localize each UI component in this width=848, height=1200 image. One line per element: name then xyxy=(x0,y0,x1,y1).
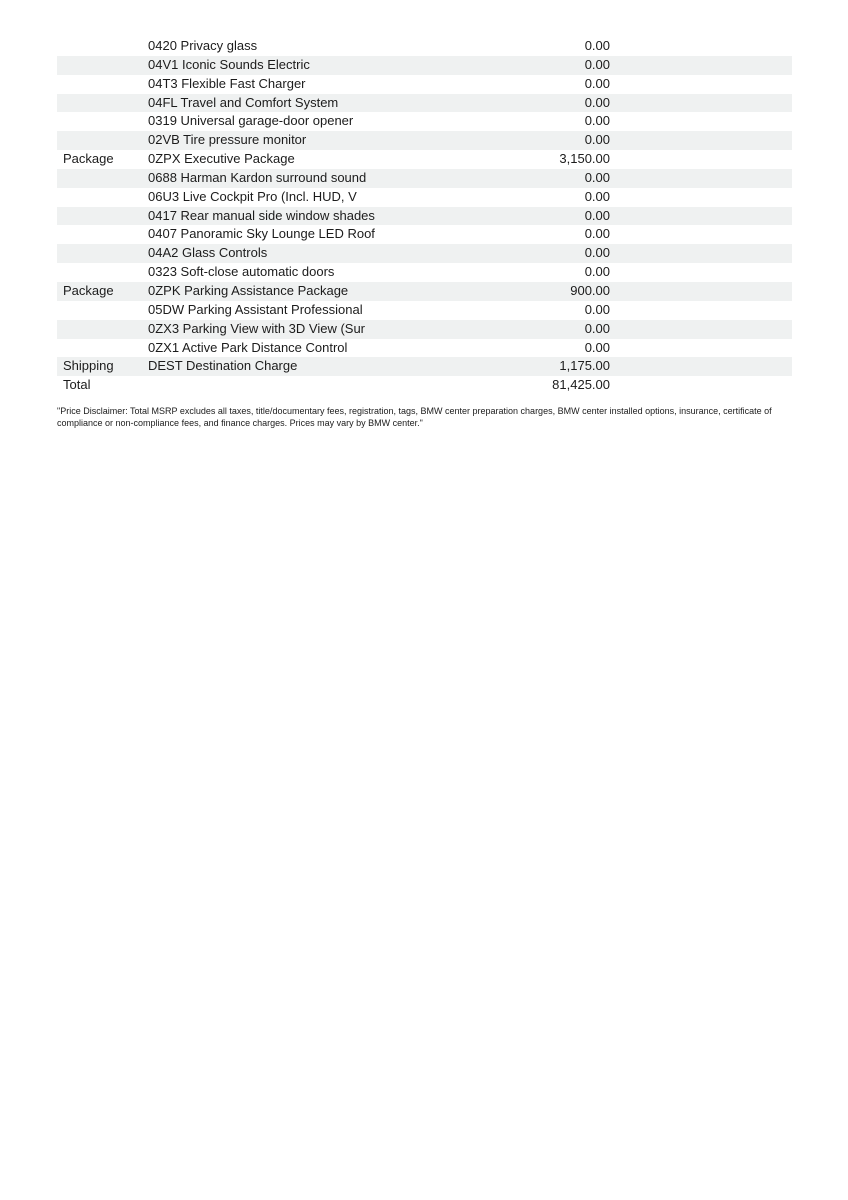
item-cell xyxy=(148,376,468,395)
category-cell xyxy=(57,320,148,339)
category-cell xyxy=(57,94,148,113)
item-cell: 05DW Parking Assistant Professional xyxy=(148,301,363,317)
table-row: 0407 Panoramic Sky Lounge LED Roof 0.00 xyxy=(57,225,792,244)
category-cell xyxy=(57,225,148,244)
category-cell xyxy=(57,112,148,131)
price-cell: 0.00 xyxy=(584,207,610,223)
price-cell: 900.00 xyxy=(570,282,610,298)
category-cell: Package xyxy=(63,282,114,298)
price-cell: 0.00 xyxy=(584,75,610,91)
table-row: 0420 Privacy glass 0.00 xyxy=(57,37,792,56)
price-cell: 0.00 xyxy=(584,264,610,280)
item-cell: 0417 Rear manual side window shades xyxy=(148,207,375,223)
price-cell: 0.00 xyxy=(584,56,610,72)
category-cell xyxy=(57,75,148,94)
table-row: Package 0ZPX Executive Package 3,150.00 xyxy=(57,150,792,169)
table-row: Shipping DEST Destination Charge 1,175.00 xyxy=(57,357,792,377)
price-cell: 0.00 xyxy=(584,132,610,148)
item-cell: 04A2 Glass Controls xyxy=(148,245,268,261)
item-cell: 0ZPX Executive Package xyxy=(148,151,295,167)
category-cell: Shipping xyxy=(63,358,114,374)
price-cell: 0.00 xyxy=(584,226,610,242)
item-cell: 0407 Panoramic Sky Lounge LED Roof xyxy=(148,226,375,242)
price-cell: 0.00 xyxy=(584,301,610,317)
item-cell: 0688 Harman Kardon surround sound xyxy=(148,169,367,185)
category-cell xyxy=(57,131,148,150)
category-cell xyxy=(57,188,148,207)
item-cell: 0420 Privacy glass xyxy=(148,38,258,53)
item-cell: DEST Destination Charge xyxy=(148,358,298,374)
item-cell: 0ZX3 Parking View with 3D View (Sur xyxy=(148,320,366,336)
table-row: Total 81,425.00 xyxy=(57,376,792,395)
table-row: 02VB Tire pressure monitor 0.00 xyxy=(57,131,792,151)
table-row: 05DW Parking Assistant Professional 0.00 xyxy=(57,301,792,320)
price-cell: 0.00 xyxy=(584,320,610,336)
item-cell: 04T3 Flexible Fast Charger xyxy=(148,75,306,91)
price-cell: 0.00 xyxy=(584,94,610,110)
table-row: 04V1 Iconic Sounds Electric 0.00 xyxy=(57,55,792,75)
category-cell: Package xyxy=(63,151,114,167)
price-cell: 0.00 xyxy=(584,188,610,204)
table-row: 04A2 Glass Controls 0.00 xyxy=(57,244,792,264)
price-disclaimer-text: "Price Disclaimer: Total MSRP excludes a… xyxy=(57,406,772,428)
category-cell xyxy=(57,263,148,282)
category-cell xyxy=(57,169,148,188)
table-row: 0ZX1 Active Park Distance Control 0.00 xyxy=(57,339,792,358)
price-cell: 0.00 xyxy=(584,38,610,53)
item-cell: 02VB Tire pressure monitor xyxy=(148,132,307,148)
table-row: 06U3 Live Cockpit Pro (Incl. HUD, V 0.00 xyxy=(57,188,792,207)
category-cell xyxy=(57,244,148,263)
table-row: 0417 Rear manual side window shades 0.00 xyxy=(57,206,792,226)
table-row: 0688 Harman Kardon surround sound 0.00 xyxy=(57,168,792,188)
item-cell: 04V1 Iconic Sounds Electric xyxy=(148,56,310,72)
table-row: 0323 Soft-close automatic doors 0.00 xyxy=(57,263,792,282)
category-cell xyxy=(57,301,148,320)
item-cell: 04FL Travel and Comfort System xyxy=(148,94,339,110)
price-cell: 3,150.00 xyxy=(559,151,610,167)
table-row: 0ZX3 Parking View with 3D View (Sur 0.00 xyxy=(57,319,792,339)
category-cell xyxy=(57,56,148,75)
price-cell: 1,175.00 xyxy=(559,358,610,374)
item-cell: 0ZX1 Active Park Distance Control xyxy=(148,339,348,355)
category-cell xyxy=(57,207,148,226)
options-table: 0420 Privacy glass 0.00 04V1 Iconic Sounds… xyxy=(57,37,792,395)
table-row: Package 0ZPK Parking Assistance Package 90… xyxy=(57,281,792,301)
price-cell: 0.00 xyxy=(584,113,610,129)
table-row: 04T3 Flexible Fast Charger 0.00 xyxy=(57,75,792,94)
item-cell: 0323 Soft-close automatic doors xyxy=(148,264,335,280)
table-row: 04FL Travel and Comfort System 0.00 xyxy=(57,93,792,113)
price-cell: 0.00 xyxy=(584,169,610,185)
item-cell: 0319 Universal garage-door opener xyxy=(148,113,354,129)
price-cell: 81,425.00 xyxy=(552,377,610,393)
category-cell: Total xyxy=(63,377,91,393)
price-cell: 0.00 xyxy=(584,245,610,261)
item-cell: 06U3 Live Cockpit Pro (Incl. HUD, V xyxy=(148,188,357,204)
category-cell xyxy=(57,37,148,56)
category-cell xyxy=(57,339,148,358)
item-cell: 0ZPK Parking Assistance Package xyxy=(148,282,349,298)
table-row: 0319 Universal garage-door opener 0.00 xyxy=(57,112,792,131)
price-cell: 0.00 xyxy=(584,339,610,355)
